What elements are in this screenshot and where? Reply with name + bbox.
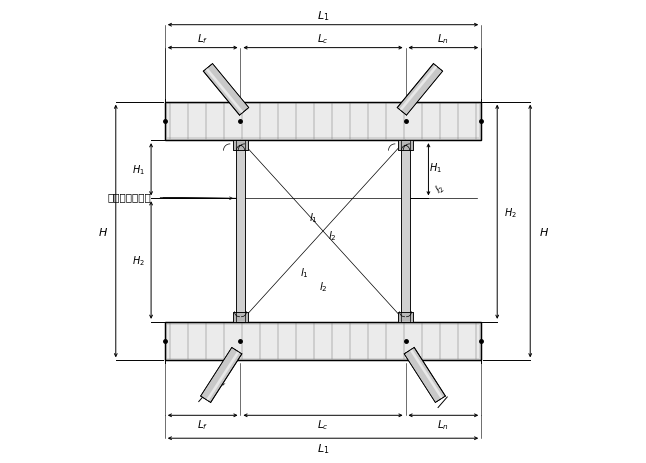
Bar (398, 312, 413, 322)
Text: $L_f$: $L_f$ (197, 418, 208, 432)
Text: $l_1$: $l_1$ (300, 266, 309, 280)
Text: $H_2$: $H_2$ (504, 206, 517, 219)
Bar (165, 322, 481, 361)
Text: $H$: $H$ (98, 225, 108, 238)
Text: $l_2$: $l_2$ (318, 280, 328, 293)
Bar (167, 325, 479, 358)
Text: $l_2$: $l_2$ (328, 229, 337, 243)
Polygon shape (205, 69, 244, 114)
Bar (165, 102, 481, 141)
Text: $l_1$: $l_1$ (309, 211, 318, 225)
Bar (236, 141, 245, 322)
Polygon shape (201, 348, 242, 403)
Polygon shape (404, 348, 445, 403)
Bar (165, 322, 481, 361)
Bar (233, 312, 248, 322)
Bar (233, 141, 248, 151)
Polygon shape (203, 64, 249, 116)
Bar (165, 102, 481, 141)
Text: $H_1$: $H_1$ (132, 163, 145, 177)
Bar (233, 312, 248, 322)
Polygon shape (397, 64, 443, 116)
Bar (167, 105, 479, 138)
Text: $L_c$: $L_c$ (317, 418, 329, 432)
Text: $L_1$: $L_1$ (317, 441, 329, 455)
Text: 横联下弦中心线: 横联下弦中心线 (107, 192, 151, 201)
Text: $L_n$: $L_n$ (437, 32, 449, 46)
Bar (236, 141, 245, 322)
Text: $L_n$: $L_n$ (437, 418, 449, 432)
Polygon shape (206, 351, 240, 401)
Text: $L_f$: $L_f$ (197, 32, 208, 46)
Text: $L_1$: $L_1$ (317, 9, 329, 23)
Text: $H$: $H$ (539, 225, 549, 238)
Bar (398, 141, 413, 151)
Bar (233, 141, 248, 151)
Text: $l_2$: $l_2$ (432, 180, 448, 196)
Text: $L_c$: $L_c$ (317, 32, 329, 46)
Polygon shape (399, 66, 437, 112)
Polygon shape (410, 349, 443, 399)
Text: $H_2$: $H_2$ (132, 254, 145, 267)
Bar (398, 312, 413, 322)
Text: $H_1$: $H_1$ (429, 161, 442, 175)
Bar (401, 141, 410, 322)
Text: $l_2$: $l_2$ (214, 373, 229, 389)
Bar (398, 141, 413, 151)
Bar (401, 141, 410, 322)
